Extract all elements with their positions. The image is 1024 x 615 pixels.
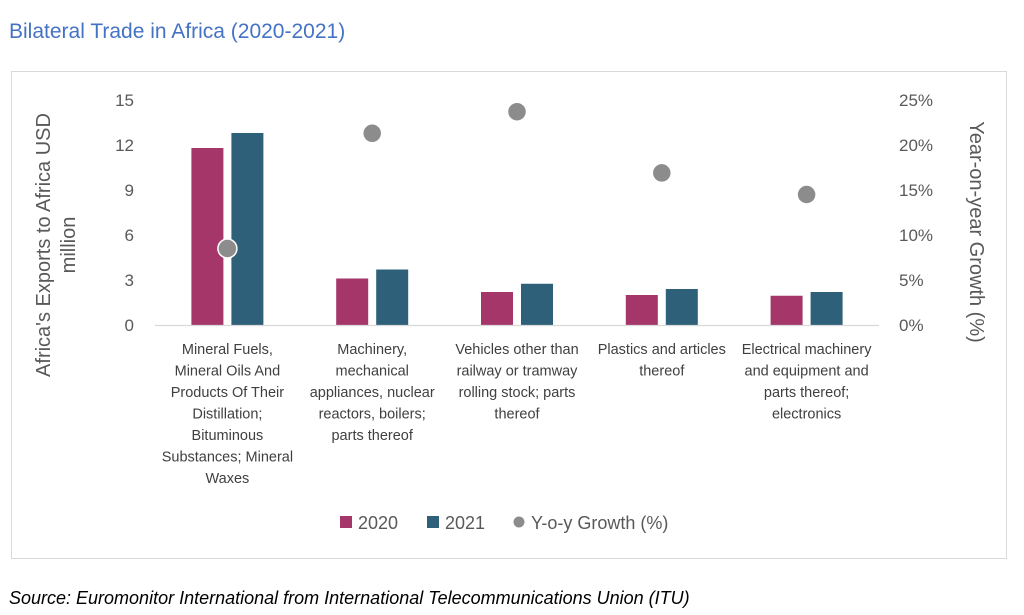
x-category-label-line: Waxes <box>206 471 250 487</box>
bar-2021 <box>231 133 264 325</box>
legend-marker-growth <box>513 516 525 528</box>
growth-point <box>217 238 238 259</box>
y-right-tick-label: 20% <box>899 136 933 155</box>
x-category-label-line: Plastics and articles <box>598 342 726 358</box>
x-category-label-line: Bituminous <box>192 428 264 444</box>
y-left-tick-label: 12 <box>115 136 134 155</box>
y-right-tick-label: 10% <box>899 226 933 245</box>
legend-label: Y-o-y Growth (%) <box>531 513 668 533</box>
x-category-label-line: Products Of Their <box>171 385 285 401</box>
x-category-label-line: Electrical machinery <box>742 342 872 358</box>
page-title: Bilateral Trade in Africa (2020-2021) <box>9 20 346 43</box>
x-category-label-line: Vehicles other than <box>455 342 578 358</box>
legend-swatch-2020 <box>340 516 352 528</box>
bar-2020 <box>191 148 224 325</box>
bar-2021 <box>521 283 553 325</box>
x-category-label-line: Mineral Fuels, <box>182 342 273 358</box>
bar-2020 <box>770 295 803 325</box>
x-category-label-line: parts thereof <box>331 428 413 444</box>
y-right-tick-label: 0% <box>899 316 924 335</box>
x-category-label-line: railway or tramway <box>457 364 579 380</box>
x-category-label-line: Mineral Oils And <box>175 364 281 380</box>
x-category-label: Mineral Fuels, Mineral Oils And Products O… <box>162 342 293 487</box>
x-category-label-line: Distillation; <box>192 407 262 423</box>
y-right-axis-title: Year-on-year Growth (%) <box>965 121 987 343</box>
y-left-tick-label: 3 <box>125 271 134 290</box>
x-category-label-line: reactors, boilers; <box>319 407 426 423</box>
chart-frame <box>11 71 1007 559</box>
x-category-label-line: Machinery, <box>337 342 407 358</box>
y-left-tick-label: 15 <box>115 91 134 110</box>
x-category-label-line: and equipment and <box>745 364 869 380</box>
y-left-tick-label: 0 <box>125 316 134 335</box>
chart: 0 3 6 9 12 15 0% 5% 10% 15% 20% 25% Africa's Exports… <box>33 91 987 533</box>
y-left-axis-title-line: million <box>58 217 80 274</box>
bar-2020 <box>481 292 513 325</box>
x-category-label-line: appliances, nuclear <box>310 385 435 401</box>
growth-point <box>651 162 673 184</box>
x-category-label: Vehicles other than railway or tramway rol… <box>455 342 578 423</box>
y-left-tick-label: 9 <box>125 181 134 200</box>
bar-2021 <box>810 292 843 325</box>
x-category-label-line: mechanical <box>336 364 409 380</box>
legend-swatch-2021 <box>427 516 439 528</box>
y-right-tick-label: 5% <box>899 271 924 290</box>
y-left-axis-title-line: Africa's Exports to Africa USD <box>33 113 55 377</box>
bar-2020 <box>336 278 369 325</box>
y-left-tick-label: 6 <box>125 226 134 245</box>
x-category-label-line: thereof <box>494 407 540 423</box>
x-category-label-line: Substances; Mineral <box>162 450 293 466</box>
bar-2021 <box>376 269 409 325</box>
source-note: Source: Euromonitor International from I… <box>9 588 690 608</box>
bar-2020 <box>625 295 658 325</box>
legend-label: 2020 <box>358 513 398 533</box>
growth-point <box>361 123 383 144</box>
growth-point <box>796 184 817 205</box>
x-category-label: Plastics and articles thereof <box>598 342 726 380</box>
legend-label: 2021 <box>445 513 485 533</box>
x-category-label-line: thereof <box>639 364 685 380</box>
x-category-label-line: electronics <box>772 407 841 423</box>
x-category-label-line: parts thereof; <box>764 385 849 401</box>
x-category-label: Electrical machinery and equipment and par… <box>742 342 872 423</box>
y-right-tick-label: 25% <box>899 91 933 110</box>
x-category-label-line: rolling stock; parts <box>459 385 576 401</box>
x-category-label: Machinery, mechanical appliances, nuclear r… <box>310 342 435 444</box>
y-left-axis-title: Africa's Exports to Africa USD million <box>33 113 80 377</box>
y-right-tick-label: 15% <box>899 181 933 200</box>
growth-point <box>506 101 528 122</box>
bar-2021 <box>665 289 698 325</box>
